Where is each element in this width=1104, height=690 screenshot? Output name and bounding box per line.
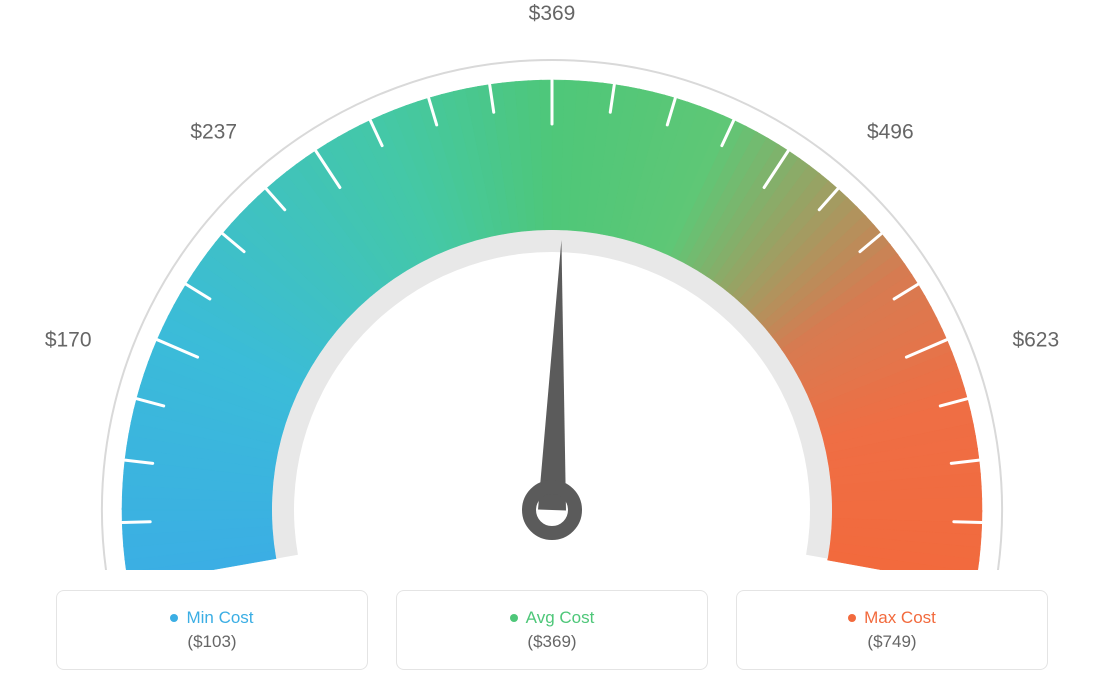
max-cost-value: ($749) (867, 632, 916, 652)
legend-cards: Min Cost ($103) Avg Cost ($369) Max Cost… (0, 590, 1104, 670)
gauge-svg: $103$170$237$369$496$623$749 (0, 0, 1104, 570)
cost-gauge: $103$170$237$369$496$623$749 (0, 0, 1104, 570)
max-dot-icon (848, 614, 856, 622)
avg-dot-icon (510, 614, 518, 622)
min-cost-card: Min Cost ($103) (56, 590, 368, 670)
min-cost-value: ($103) (187, 632, 236, 652)
max-cost-card: Max Cost ($749) (736, 590, 1048, 670)
max-cost-label: Max Cost (864, 608, 936, 628)
svg-text:$170: $170 (45, 328, 92, 351)
svg-text:$623: $623 (1012, 328, 1059, 351)
min-cost-label: Min Cost (186, 608, 253, 628)
avg-cost-card: Avg Cost ($369) (396, 590, 708, 670)
svg-text:$237: $237 (190, 121, 237, 144)
avg-cost-label: Avg Cost (526, 608, 595, 628)
avg-cost-value: ($369) (527, 632, 576, 652)
svg-text:$369: $369 (529, 2, 576, 25)
svg-text:$496: $496 (867, 121, 914, 144)
min-dot-icon (170, 614, 178, 622)
